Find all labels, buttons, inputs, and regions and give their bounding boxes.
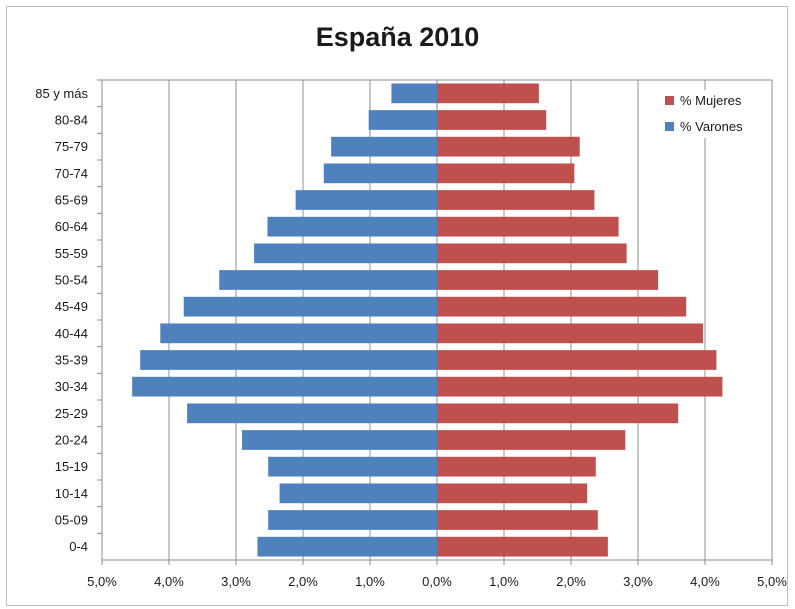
x-tick-label: 5,0% (757, 574, 787, 589)
category-label: 40-44 (55, 326, 88, 341)
category-label: 55-59 (55, 246, 88, 261)
bar-varones (279, 483, 437, 504)
x-tick-label: 3,0% (221, 574, 251, 589)
bar-mujeres (437, 536, 608, 557)
legend-swatch (665, 122, 674, 131)
x-tick-label: 0,0% (422, 574, 452, 589)
legend-box (661, 90, 769, 138)
legend-label: % Varones (680, 119, 743, 134)
category-label: 0-4 (69, 539, 88, 554)
bar-varones (254, 243, 437, 264)
x-tick-label: 5,0% (87, 574, 117, 589)
category-label: 45-49 (55, 299, 88, 314)
bar-mujeres (437, 456, 596, 477)
category-label: 10-14 (55, 486, 88, 501)
category-label: 85 y más (35, 86, 88, 101)
bar-varones (183, 296, 437, 317)
bar-varones (132, 376, 437, 397)
category-label: 80-84 (55, 113, 88, 128)
bar-varones (219, 270, 437, 290)
bar-mujeres (437, 323, 703, 344)
bar-varones (140, 350, 437, 370)
bar-varones (391, 83, 437, 104)
x-tick-label: 2,0% (288, 574, 318, 589)
chart-title: España 2010 (315, 22, 480, 52)
x-tick-label: 2,0% (556, 574, 586, 589)
category-label: 15-19 (55, 459, 88, 474)
x-tick-label: 3,0% (623, 574, 653, 589)
category-label: 60-64 (55, 219, 88, 234)
bar-mujeres (437, 430, 626, 450)
bar-varones (331, 136, 437, 157)
bar-mujeres (437, 350, 717, 370)
bar-varones (268, 510, 437, 530)
bar-mujeres (437, 163, 575, 184)
bar-mujeres (437, 510, 598, 530)
legend-swatch (665, 96, 674, 105)
bar-mujeres (437, 216, 619, 237)
category-label: 35-39 (55, 353, 88, 368)
chart-frame (6, 6, 788, 606)
bar-mujeres (437, 483, 588, 504)
bar-mujeres (437, 403, 679, 424)
category-label: 20-24 (55, 433, 88, 448)
bar-mujeres (437, 110, 547, 130)
bar-mujeres (437, 136, 580, 157)
x-tick-label: 4,0% (154, 574, 184, 589)
category-label: 25-29 (55, 406, 88, 421)
bar-varones (323, 163, 437, 184)
bar-varones (368, 110, 437, 130)
category-label: 05-09 (55, 513, 88, 528)
bar-mujeres (437, 243, 627, 264)
legend-label: % Mujeres (680, 93, 742, 108)
bar-varones (257, 536, 437, 557)
category-label: 30-34 (55, 379, 88, 394)
bar-varones (242, 430, 437, 450)
bar-mujeres (437, 270, 659, 290)
x-tick-label: 1,0% (489, 574, 519, 589)
category-label: 50-54 (55, 273, 88, 288)
bar-mujeres (437, 376, 723, 397)
bar-varones (267, 216, 437, 237)
category-label: 75-79 (55, 139, 88, 154)
bar-mujeres (437, 190, 595, 210)
bar-mujeres (437, 296, 687, 317)
category-label: 65-69 (55, 193, 88, 208)
bar-varones (295, 190, 437, 210)
bar-varones (268, 456, 437, 477)
bar-mujeres (437, 83, 539, 104)
category-label: 70-74 (55, 166, 88, 181)
bar-varones (187, 403, 437, 424)
bar-varones (160, 323, 438, 344)
x-tick-label: 4,0% (690, 574, 720, 589)
x-tick-label: 1,0% (355, 574, 385, 589)
